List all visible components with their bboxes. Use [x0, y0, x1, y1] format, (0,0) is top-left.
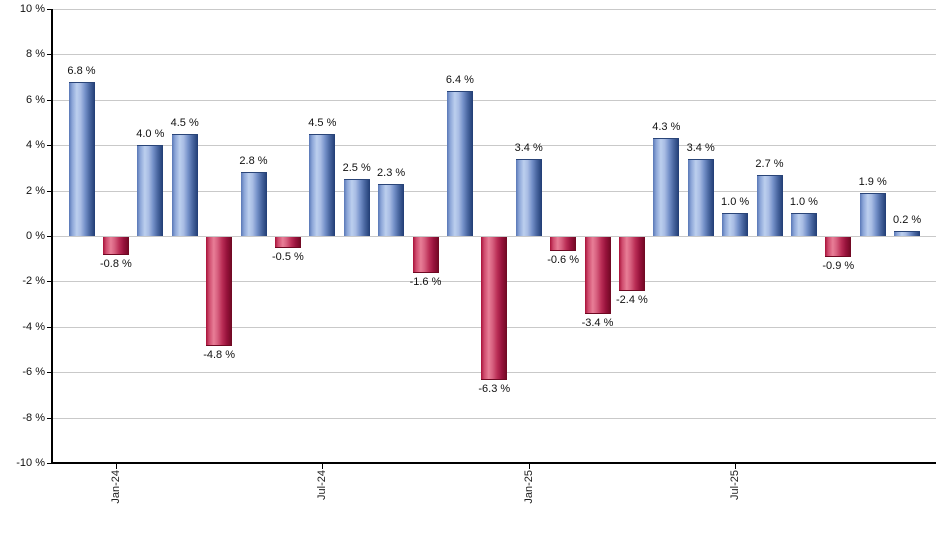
y-tick-mark: [47, 236, 52, 237]
bar-value-label: 0.2 %: [893, 214, 922, 227]
bar-value-label: -0.6 %: [547, 253, 579, 266]
x-tick-mark: [115, 464, 117, 469]
bar: [584, 237, 611, 315]
y-tick-label: -10 %: [16, 457, 45, 469]
bar-value-label: 1.0 %: [789, 196, 818, 209]
gridline: [52, 417, 936, 419]
bar: [309, 133, 336, 236]
y-tick-mark: [47, 372, 52, 374]
x-tick-label: Jul-24: [316, 470, 329, 500]
y-tick-mark: [47, 326, 52, 328]
y-tick-label: 0 %: [26, 230, 45, 242]
y-tick-mark: [47, 463, 52, 464]
y-tick-mark: [47, 9, 52, 10]
bar: [240, 172, 267, 236]
bar: [687, 158, 714, 236]
bar: [618, 237, 645, 292]
x-tick-label: Jan-24: [109, 470, 122, 504]
bar-value-label: 4.3 %: [652, 121, 681, 134]
bar-value-label: -3.4 %: [581, 317, 614, 330]
bar: [446, 90, 473, 236]
bar-value-label: 2.5 %: [342, 162, 371, 175]
bar-value-label: 4.5 %: [170, 116, 199, 129]
bar: [653, 138, 680, 236]
y-tick-label: 2 %: [26, 184, 45, 197]
bar: [206, 237, 233, 346]
y-tick-mark: [47, 281, 52, 283]
gridline: [52, 236, 936, 237]
bar: [171, 133, 198, 236]
bar: [894, 231, 921, 236]
y-tick-mark: [47, 417, 52, 419]
bar-value-label: 6.8 %: [67, 64, 96, 77]
x-tick-label: Jul-25: [729, 470, 742, 500]
x-axis-line: [52, 462, 936, 464]
y-tick-mark: [47, 54, 52, 56]
y-tick-mark: [47, 190, 52, 192]
x-tick-mark: [322, 464, 324, 469]
bar-value-label: 4.5 %: [308, 116, 337, 129]
gridline: [52, 145, 936, 147]
y-tick-label: -6 %: [22, 366, 45, 379]
bar-value-label: -4.8 %: [203, 348, 235, 361]
bar: [515, 158, 542, 236]
gridline: [52, 190, 936, 192]
bar: [722, 213, 749, 236]
bar-value-label: 6.4 %: [445, 73, 474, 86]
bar: [378, 183, 405, 236]
bar-value-label: 3.4 %: [686, 141, 715, 154]
y-tick-label: -8 %: [22, 411, 45, 424]
y-tick-label: 4 %: [26, 139, 45, 152]
bar-value-label: -0.9 %: [822, 260, 855, 273]
y-tick-label: 6 %: [26, 93, 45, 106]
bar-value-label: 3.4 %: [514, 141, 543, 154]
bar-value-label: -2.4 %: [615, 294, 648, 307]
bar-value-label: 2.8 %: [239, 155, 268, 168]
bar-value-label: -6.3 %: [478, 383, 511, 395]
bar: [102, 237, 129, 256]
gridline: [52, 9, 936, 10]
bar: [756, 174, 783, 236]
bar: [481, 237, 508, 380]
bar-value-label: -0.8 %: [99, 258, 132, 271]
bar-value-label: 2.3 %: [377, 166, 406, 179]
gridline: [52, 54, 936, 56]
bar: [859, 192, 886, 236]
bar: [550, 237, 577, 251]
y-tick-mark: [47, 99, 52, 101]
bar-value-label: -1.6 %: [409, 276, 442, 289]
y-axis-line: [51, 9, 53, 464]
bar: [137, 145, 164, 236]
bar-value-label: 1.0 %: [721, 196, 750, 209]
x-tick-mark: [735, 464, 737, 469]
y-tick-label: 10 %: [19, 3, 45, 15]
bar: [825, 237, 852, 258]
y-tick-label: -2 %: [22, 275, 45, 288]
bar-value-label: -0.5 %: [271, 251, 304, 264]
bar: [343, 179, 370, 236]
gridline: [52, 99, 936, 101]
y-tick-label: 8 %: [26, 48, 45, 61]
bar: [412, 237, 439, 274]
bar-value-label: 2.7 %: [755, 157, 784, 170]
y-tick-mark: [47, 145, 52, 147]
x-tick-mark: [528, 464, 530, 469]
bar: [68, 81, 95, 236]
x-tick-label: Jan-25: [522, 470, 535, 504]
bar: [790, 213, 817, 236]
bar-value-label: 4.0 %: [136, 128, 165, 141]
bar-value-label: 1.9 %: [858, 175, 887, 188]
y-tick-label: -4 %: [22, 320, 45, 333]
bar: [274, 237, 301, 249]
